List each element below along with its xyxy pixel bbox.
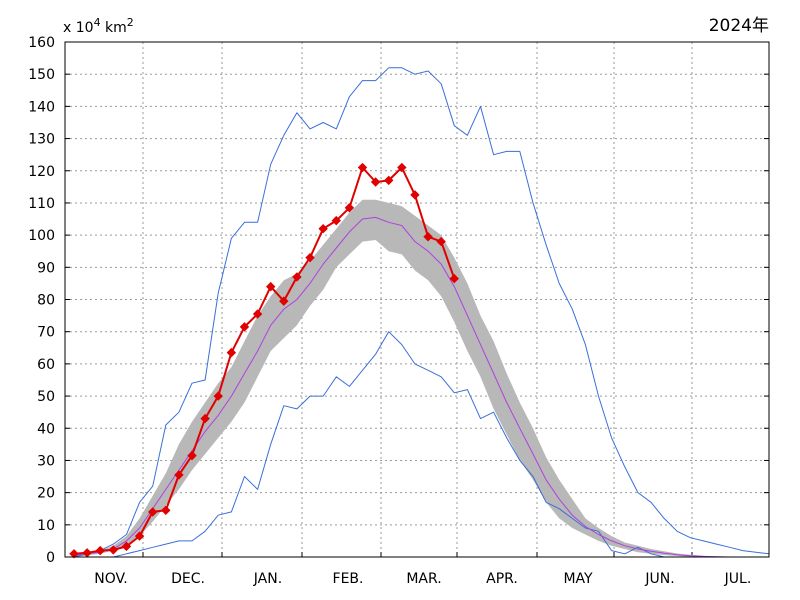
y-tick-label: 50 (37, 389, 55, 405)
y-tick-label: 10 (37, 518, 55, 534)
x-axis-month-labels: NOV. DEC. JAN. FEB. MAR. APR. MAY JUN. JUL. (94, 571, 751, 587)
unit-prefix: x 10 (63, 20, 94, 36)
current-year-point (397, 162, 407, 173)
y-tick-label: 90 (37, 260, 55, 276)
series-line-min (74, 331, 769, 558)
y-tick-label: 120 (28, 164, 55, 180)
current-year-point (357, 162, 368, 173)
y-tick-label: 150 (28, 67, 55, 83)
current-year-point (187, 450, 197, 461)
unit-exponent-2: 2 (127, 16, 134, 29)
current-year-point (252, 309, 263, 319)
current-year-point (292, 272, 302, 282)
y-axis-ticks: 0 10 20 30 40 50 60 70 80 90 100 110 120 130 140 150 160 (28, 35, 769, 566)
current-year-point (174, 470, 184, 480)
current-year-point (449, 273, 459, 284)
x-tick-label: APR. (486, 571, 518, 587)
current-year-point (121, 541, 132, 552)
current-year-point (108, 545, 119, 555)
unit-mid: km (101, 20, 127, 36)
y-tick-label: 40 (37, 421, 55, 437)
y-axis-unit-label: x 104 km2 (63, 16, 134, 36)
y-tick-label: 30 (37, 453, 55, 469)
current-year-point (161, 505, 171, 516)
current-year-point (279, 296, 289, 306)
y-tick-label: 60 (37, 357, 55, 373)
current-year-points-layer (69, 162, 459, 559)
current-year-point (265, 281, 276, 292)
y-tick-label: 130 (28, 132, 55, 148)
current-year-point (239, 322, 250, 332)
current-year-point (370, 177, 381, 187)
current-year-point (200, 413, 210, 424)
year-label: 2024年 (709, 16, 769, 36)
current-year-point (318, 223, 328, 234)
x-tick-label: JAN. (253, 571, 282, 587)
y-tick-label: 80 (37, 293, 55, 309)
current-year-point (423, 232, 433, 242)
current-year-point (305, 252, 315, 263)
x-tick-label: MAR. (406, 571, 441, 587)
x-tick-label: MAY (563, 571, 593, 587)
y-tick-label: 110 (28, 196, 55, 212)
current-year-point (147, 507, 158, 517)
y-tick-label: 70 (37, 325, 55, 341)
x-tick-label: NOV. (94, 571, 127, 587)
x-tick-label: FEB. (333, 571, 364, 587)
x-tick-label: JUL. (724, 571, 752, 587)
y-tick-label: 100 (28, 228, 55, 244)
y-tick-label: 20 (37, 486, 55, 502)
std-deviation-band (74, 199, 769, 557)
current-year-point (436, 236, 446, 247)
current-year-point (331, 215, 341, 226)
y-tick-label: 0 (46, 550, 55, 566)
current-year-point (95, 545, 105, 556)
current-year-point (344, 203, 355, 213)
x-tick-label: DEC. (171, 571, 205, 587)
current-year-point (69, 549, 79, 559)
x-tick-label: JUN. (644, 571, 674, 587)
current-year-point (213, 391, 223, 401)
current-year-point (384, 175, 394, 186)
std-band-layer (74, 199, 769, 557)
current-year-point (410, 190, 420, 200)
y-tick-label: 140 (28, 99, 55, 115)
current-year-point (226, 347, 237, 358)
series-line-max (73, 67, 770, 558)
unit-exponent-1: 4 (94, 16, 101, 29)
y-tick-label: 160 (28, 35, 55, 51)
current-year-point (134, 531, 145, 541)
